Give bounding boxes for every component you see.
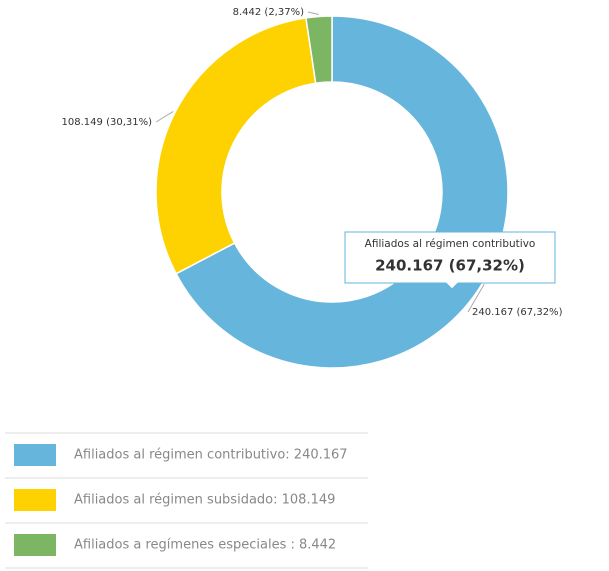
data-label: 108.149 (30,31%) bbox=[62, 117, 153, 128]
legend-entry: Afiliados al régimen subsidado: 108.149 bbox=[74, 493, 335, 508]
donut-slice bbox=[155, 17, 317, 275]
tooltip-value: 240.167 (67,32%) bbox=[375, 257, 525, 275]
leader-line bbox=[307, 11, 319, 15]
leader-line bbox=[155, 110, 174, 123]
legend-swatch bbox=[14, 444, 56, 466]
leader-line bbox=[467, 283, 485, 313]
legend-entry: Afiliados a regímenes especiales : 8.442 bbox=[74, 538, 336, 553]
legend-entry: Afiliados al régimen contributivo: 240.1… bbox=[74, 448, 348, 463]
donut-slice bbox=[305, 15, 333, 85]
tooltip-box bbox=[344, 231, 556, 290]
data-label: 240.167 (67,32%) bbox=[472, 307, 563, 318]
tooltip-title: Afiliados al régimen contributivo bbox=[365, 238, 536, 250]
legend-swatch bbox=[14, 534, 56, 556]
data-label: 8.442 (2,37%) bbox=[233, 7, 304, 18]
legend-swatch bbox=[14, 489, 56, 511]
